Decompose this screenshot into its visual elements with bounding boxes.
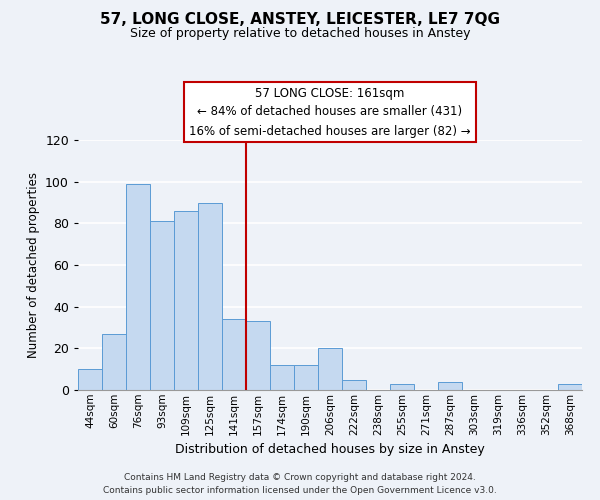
Bar <box>198 202 222 390</box>
Bar <box>246 322 270 390</box>
Bar <box>558 384 582 390</box>
Text: 57 LONG CLOSE: 161sqm
← 84% of detached houses are smaller (431)
16% of semi-det: 57 LONG CLOSE: 161sqm ← 84% of detached … <box>189 86 471 138</box>
X-axis label: Distribution of detached houses by size in Anstey: Distribution of detached houses by size … <box>175 443 485 456</box>
Bar <box>438 382 462 390</box>
Bar <box>390 384 414 390</box>
Bar <box>270 365 294 390</box>
Bar <box>342 380 366 390</box>
Text: 57, LONG CLOSE, ANSTEY, LEICESTER, LE7 7QG: 57, LONG CLOSE, ANSTEY, LEICESTER, LE7 7… <box>100 12 500 28</box>
Bar <box>222 319 246 390</box>
Y-axis label: Number of detached properties: Number of detached properties <box>26 172 40 358</box>
Bar <box>126 184 150 390</box>
Text: Contains HM Land Registry data © Crown copyright and database right 2024.
Contai: Contains HM Land Registry data © Crown c… <box>103 474 497 495</box>
Text: Size of property relative to detached houses in Anstey: Size of property relative to detached ho… <box>130 28 470 40</box>
Bar <box>318 348 342 390</box>
Bar <box>150 221 174 390</box>
Bar <box>78 369 102 390</box>
Bar <box>294 365 318 390</box>
Bar <box>102 334 126 390</box>
Bar <box>174 211 198 390</box>
